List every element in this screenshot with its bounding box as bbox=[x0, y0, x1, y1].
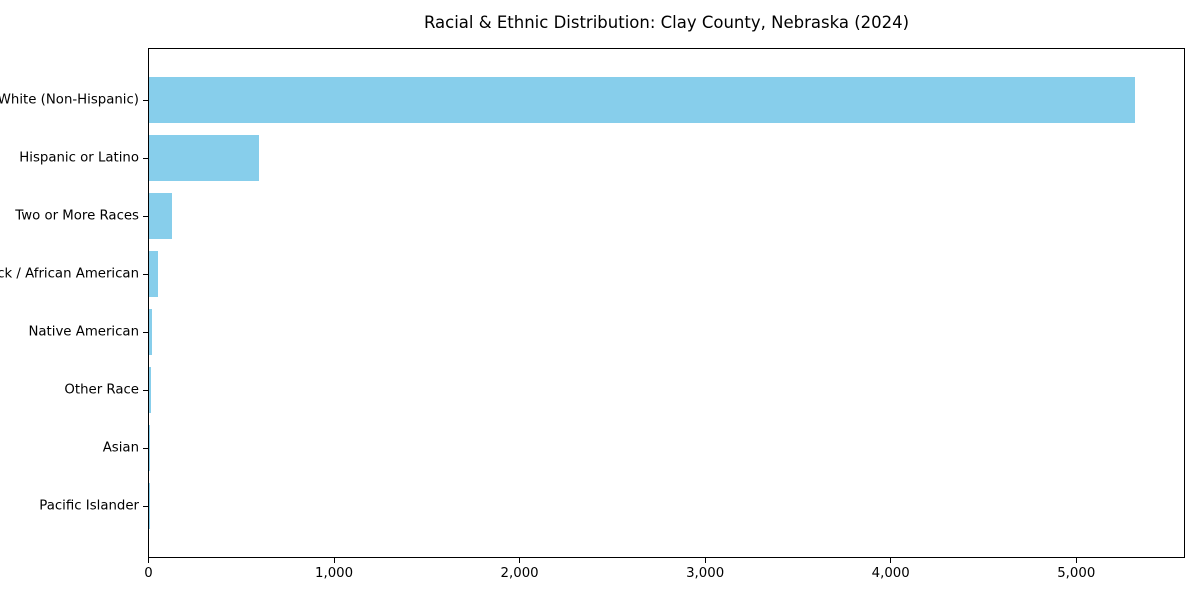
x-tick-mark bbox=[704, 558, 706, 563]
y-tick-label-white-non-hispanic: White (Non-Hispanic) bbox=[0, 92, 139, 108]
bar-white-non-hispanic bbox=[149, 77, 1135, 123]
chart-title: Racial & Ethnic Distribution: Clay Count… bbox=[423, 13, 910, 32]
bar-hispanic-or-latino bbox=[149, 135, 259, 181]
x-tick-label-0: 0 bbox=[144, 566, 153, 581]
y-tick-mark bbox=[143, 448, 148, 449]
bar-pacific-islander bbox=[149, 483, 150, 529]
x-tick-mark bbox=[1075, 558, 1077, 563]
y-tick-mark bbox=[143, 216, 148, 217]
plot-area bbox=[148, 48, 1185, 558]
y-tick-mark bbox=[143, 506, 148, 507]
x-tick-label-3-000: 3,000 bbox=[686, 566, 725, 581]
x-tick-label-2-000: 2,000 bbox=[500, 566, 539, 581]
bar-native-american bbox=[149, 309, 152, 355]
x-tick-label-4-000: 4,000 bbox=[871, 566, 910, 581]
x-tick-label-1-000: 1,000 bbox=[315, 566, 354, 581]
y-tick-label-native-american: Native American bbox=[28, 324, 139, 340]
bar-other-race bbox=[149, 367, 151, 413]
y-tick-label-hispanic-or-latino: Hispanic or Latino bbox=[19, 150, 139, 166]
bar-black-african-american bbox=[149, 251, 159, 297]
y-tick-mark bbox=[143, 158, 148, 159]
y-tick-label-other-race: Other Race bbox=[64, 382, 139, 398]
y-tick-label-black-african-american: Black / African American bbox=[0, 266, 139, 282]
y-tick-mark bbox=[143, 274, 148, 275]
bar-asian bbox=[149, 425, 150, 471]
y-tick-mark bbox=[143, 100, 148, 101]
y-tick-mark bbox=[143, 332, 148, 333]
y-tick-label-pacific-islander: Pacific Islander bbox=[39, 498, 139, 514]
y-tick-mark bbox=[143, 390, 148, 391]
y-tick-label-asian: Asian bbox=[102, 440, 139, 456]
x-tick-mark bbox=[890, 558, 892, 563]
x-tick-label-5-000: 5,000 bbox=[1057, 566, 1096, 581]
x-tick-mark bbox=[333, 558, 335, 563]
x-tick-mark bbox=[148, 558, 149, 563]
x-tick-mark bbox=[519, 558, 521, 563]
y-tick-label-two-or-more-races: Two or More Races bbox=[15, 208, 139, 224]
bar-two-or-more-races bbox=[149, 193, 172, 239]
